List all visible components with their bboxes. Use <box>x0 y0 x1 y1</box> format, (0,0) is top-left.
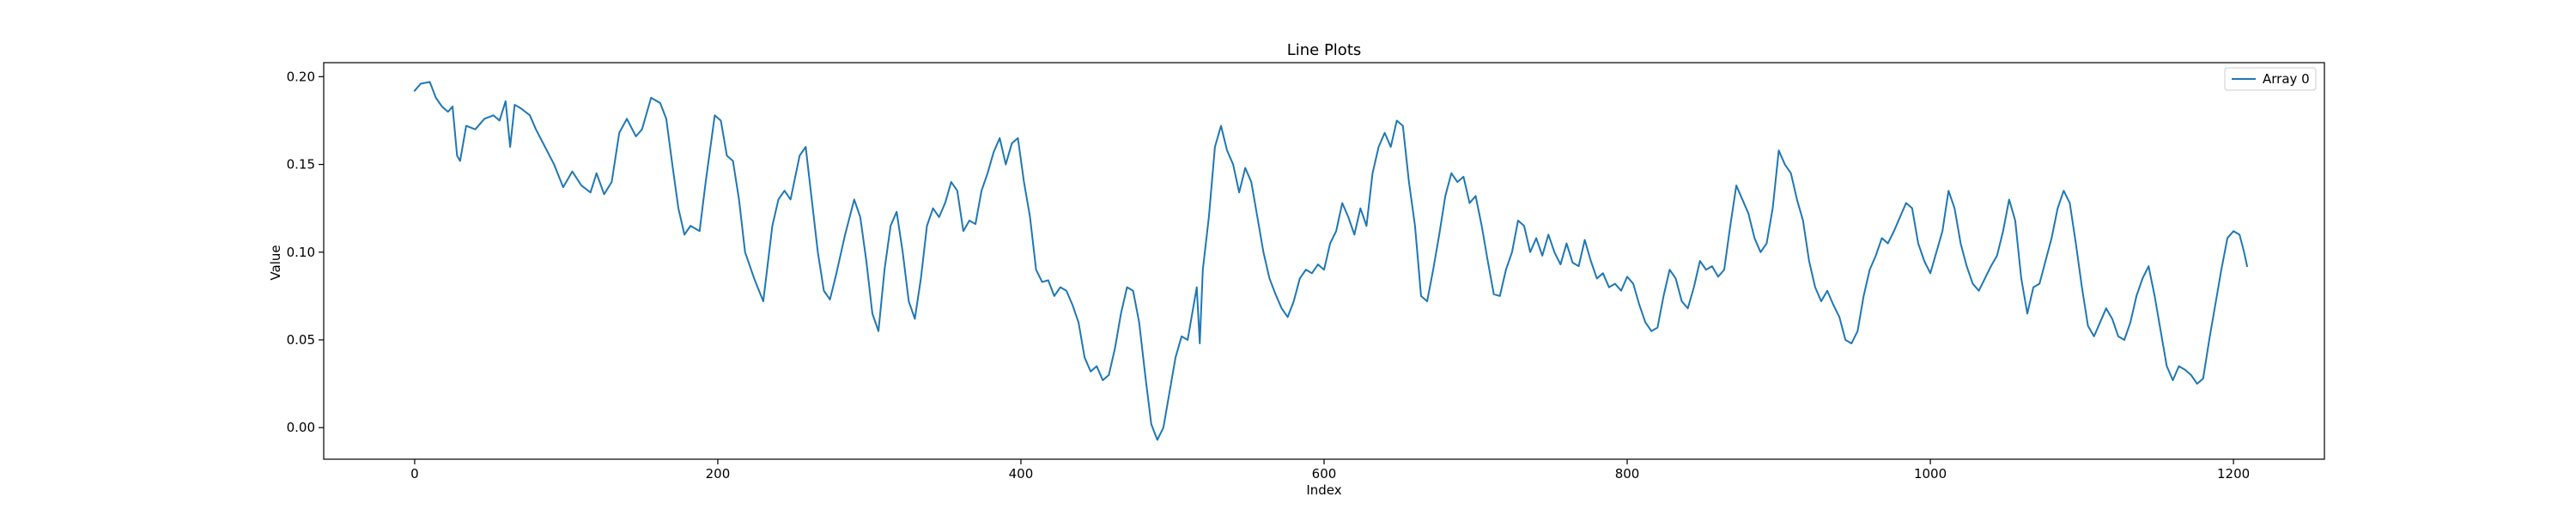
axes: 0 200 400 600 800 1000 1200 0.00 0.05 0.10 0.15 0.2… <box>287 62 2325 482</box>
x-tick-label: 400 <box>1009 466 1034 482</box>
y-tick-label: 0.20 <box>287 69 315 84</box>
x-tick-label: 1000 <box>1914 466 1947 482</box>
x-tick-label: 1200 <box>2217 466 2250 482</box>
chart-title: Line Plots <box>1287 41 1362 59</box>
x-tick-label: 0 <box>410 466 419 482</box>
y-tick-label: 0.05 <box>287 332 315 348</box>
legend-label: Array 0 <box>2263 71 2310 87</box>
y-axis-label: Value <box>268 245 283 280</box>
x-axis-label: Index <box>1306 482 1341 498</box>
series-layer <box>413 81 2248 441</box>
y-tick-label: 0.15 <box>287 157 315 173</box>
x-tick-label: 800 <box>1615 466 1640 482</box>
series-line <box>413 81 2248 441</box>
legend: Array 0 <box>2224 67 2317 91</box>
y-tick-label: 0.00 <box>287 420 315 435</box>
y-tick-label: 0.10 <box>287 245 315 260</box>
x-tick-label: 200 <box>706 466 731 482</box>
x-tick-label: 600 <box>1312 466 1337 482</box>
legend-box <box>2224 67 2317 91</box>
